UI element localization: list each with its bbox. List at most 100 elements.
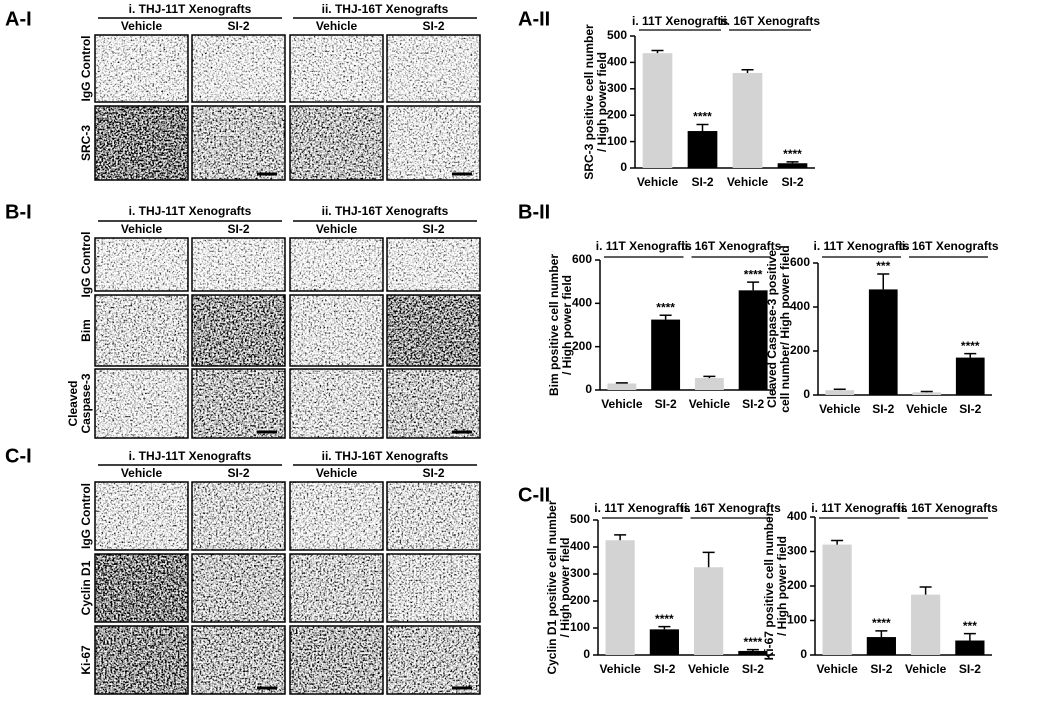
significance-label: **** bbox=[872, 616, 891, 630]
y-tick-label: 400 bbox=[572, 296, 592, 310]
group-header: ii. THJ-16T Xenografts bbox=[322, 204, 449, 218]
micrograph bbox=[95, 106, 188, 180]
group-label: i. 11T Xenografts bbox=[811, 501, 907, 515]
column-header: Vehicle bbox=[316, 19, 358, 33]
y-axis-label: / High power field bbox=[560, 275, 574, 375]
bar bbox=[642, 53, 673, 168]
y-axis-label: / High power field bbox=[558, 537, 572, 637]
panel-label: B-II bbox=[518, 201, 550, 223]
panel-label: C-II bbox=[518, 484, 550, 506]
micrograph-border bbox=[289, 105, 384, 181]
x-tick-label: Vehicle bbox=[816, 662, 858, 676]
micrograph-border bbox=[386, 625, 481, 695]
column-header: SI-2 bbox=[227, 466, 249, 480]
micrograph-border bbox=[191, 368, 286, 439]
micrograph bbox=[387, 106, 480, 180]
column-header: SI-2 bbox=[422, 466, 444, 480]
micrograph bbox=[95, 626, 188, 694]
column-header: Vehicle bbox=[121, 222, 163, 236]
micrograph-border bbox=[386, 237, 481, 292]
row-label: Caspase-3 bbox=[79, 373, 93, 433]
micrograph-border bbox=[191, 294, 286, 367]
column-header: SI-2 bbox=[422, 19, 444, 33]
micrograph bbox=[95, 554, 188, 622]
bar bbox=[777, 163, 808, 168]
group-label: ii. 16T Xenografts bbox=[720, 14, 820, 28]
bar bbox=[866, 637, 896, 655]
group-header: ii. THJ-16T Xenografts bbox=[322, 2, 449, 16]
column-header: Vehicle bbox=[316, 466, 358, 480]
error-bar bbox=[786, 161, 799, 164]
micrograph bbox=[95, 295, 188, 366]
x-tick-label: SI-2 bbox=[959, 662, 981, 676]
micrograph bbox=[192, 482, 285, 550]
micrograph-border bbox=[94, 34, 189, 103]
micrograph-border bbox=[386, 368, 481, 439]
y-tick-label: 400 bbox=[787, 509, 807, 523]
micrograph bbox=[290, 554, 383, 622]
micrograph-border bbox=[289, 481, 384, 551]
micrograph-border bbox=[94, 368, 189, 439]
group-label: i. 11T Xenografts bbox=[632, 14, 728, 28]
y-axis-label: cell number/ High power field bbox=[778, 245, 792, 412]
y-tick-label: 200 bbox=[790, 343, 810, 357]
micrograph bbox=[387, 238, 480, 291]
significance-label: **** bbox=[744, 267, 763, 281]
x-tick-label: SI-2 bbox=[742, 397, 764, 411]
x-tick-label: SI-2 bbox=[653, 662, 675, 676]
x-tick-label: Vehicle bbox=[637, 175, 679, 189]
x-tick-label: SI-2 bbox=[870, 662, 892, 676]
micrograph-border bbox=[94, 553, 189, 623]
row-label: Bim bbox=[79, 319, 93, 342]
micrograph bbox=[290, 369, 383, 438]
error-bar bbox=[831, 539, 844, 545]
y-tick-label: 200 bbox=[607, 107, 627, 121]
micrograph-border bbox=[191, 34, 286, 103]
group-header: i. THJ-11T Xenografts bbox=[129, 204, 252, 218]
row-label: Ki-67 bbox=[79, 645, 93, 675]
row-label: IgG Control bbox=[79, 36, 93, 102]
micrograph bbox=[95, 482, 188, 550]
micrograph bbox=[95, 35, 188, 102]
micrograph bbox=[387, 295, 480, 366]
micrograph-border bbox=[289, 625, 384, 695]
micrograph-border bbox=[191, 553, 286, 623]
error-bar bbox=[919, 586, 932, 595]
micrograph bbox=[290, 35, 383, 102]
group-label: i. 11T Xenografts bbox=[594, 501, 690, 515]
significance-label: **** bbox=[783, 147, 802, 161]
group-label: ii. 16T Xenografts bbox=[681, 239, 781, 253]
micrograph-border bbox=[289, 368, 384, 439]
column-header: Vehicle bbox=[316, 222, 358, 236]
micrograph bbox=[387, 554, 480, 622]
significance-label: **** bbox=[656, 300, 675, 314]
row-label: IgG Control bbox=[79, 483, 93, 549]
group-label: i. 11T Xenografts bbox=[596, 239, 692, 253]
column-header: SI-2 bbox=[227, 19, 249, 33]
bar bbox=[955, 640, 985, 655]
micrograph-border bbox=[386, 105, 481, 181]
group-label: i. 11T Xenografts bbox=[813, 239, 909, 253]
y-tick-label: 0 bbox=[585, 382, 592, 396]
y-tick-label: 400 bbox=[790, 299, 810, 313]
error-bar bbox=[703, 375, 716, 379]
y-axis-label: Cleaved Caspase-3 positive bbox=[765, 250, 779, 408]
x-tick-label: Vehicle bbox=[906, 402, 948, 416]
bar bbox=[955, 357, 985, 395]
significance-label: **** bbox=[961, 339, 980, 353]
micrograph-border bbox=[386, 481, 481, 551]
bar bbox=[687, 131, 718, 168]
y-tick-label: 600 bbox=[572, 252, 592, 266]
y-tick-label: 400 bbox=[607, 55, 627, 69]
x-tick-label: Vehicle bbox=[599, 662, 641, 676]
bar bbox=[911, 594, 941, 655]
micrograph-border bbox=[386, 294, 481, 367]
error-bar bbox=[964, 352, 977, 358]
x-tick-label: SI-2 bbox=[959, 402, 981, 416]
x-tick-label: Vehicle bbox=[601, 397, 643, 411]
error-bar bbox=[659, 314, 672, 320]
panel-label: B-I bbox=[5, 201, 32, 223]
error-bar bbox=[702, 551, 715, 568]
micrograph-border bbox=[94, 294, 189, 367]
y-tick-label: 500 bbox=[607, 28, 627, 42]
